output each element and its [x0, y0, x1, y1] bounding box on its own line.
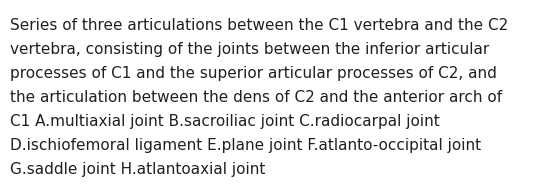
Text: C1 A.multiaxial joint B.sacroiliac joint C.radiocarpal joint: C1 A.multiaxial joint B.sacroiliac joint… [10, 114, 440, 129]
Text: processes of C1 and the superior articular processes of C2, and: processes of C1 and the superior articul… [10, 66, 497, 81]
Text: G.saddle joint H.atlantoaxial joint: G.saddle joint H.atlantoaxial joint [10, 162, 266, 177]
Text: D.ischiofemoral ligament E.plane joint F.atlanto-occipital joint: D.ischiofemoral ligament E.plane joint F… [10, 138, 481, 153]
Text: the articulation between the dens of C2 and the anterior arch of: the articulation between the dens of C2 … [10, 90, 502, 105]
Text: vertebra, consisting of the joints between the inferior articular: vertebra, consisting of the joints betwe… [10, 42, 489, 57]
Text: Series of three articulations between the C1 vertebra and the C2: Series of three articulations between th… [10, 18, 508, 33]
